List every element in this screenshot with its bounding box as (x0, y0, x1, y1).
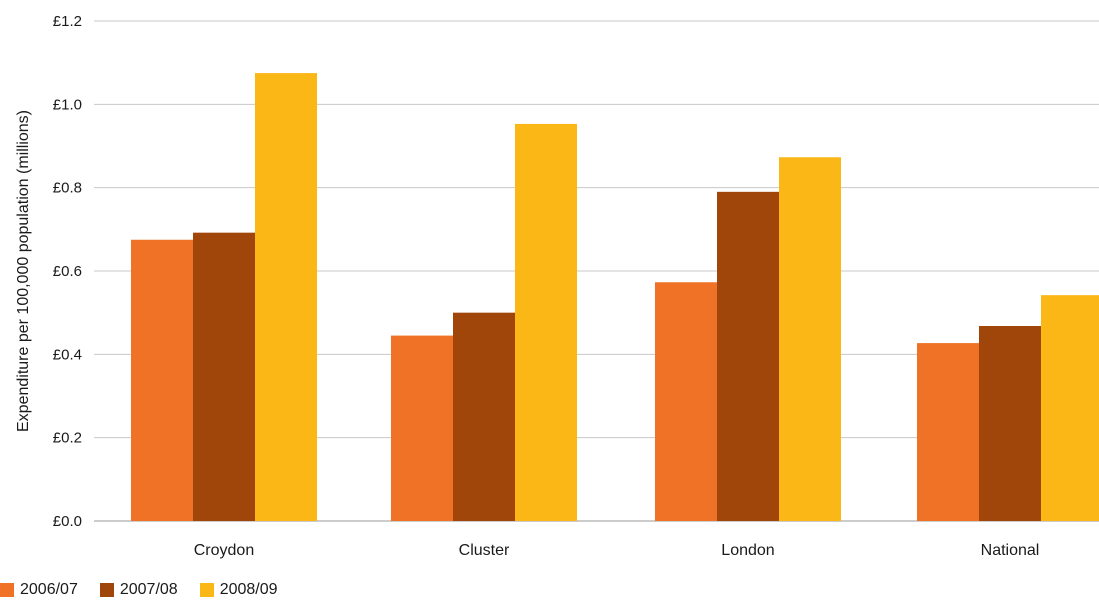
legend-swatch (0, 583, 14, 597)
x-category-label: Croydon (194, 542, 254, 559)
bar-croydon-2008-09 (255, 73, 317, 521)
bar-cluster-2007-08 (453, 312, 515, 521)
legend-item: 2007/08 (99, 581, 178, 599)
x-axis-labels: Croydon Cluster London National (194, 542, 1040, 559)
legend-swatch (99, 583, 114, 597)
legend: 2006/07 2007/08 2008/09 (0, 581, 300, 599)
x-category-label: London (721, 542, 774, 559)
legend-swatch (199, 583, 214, 597)
y-tick-label: £1.2 (53, 13, 82, 30)
bar-national-2007-08 (979, 326, 1041, 521)
bar-croydon-2007-08 (193, 232, 255, 521)
y-tick-label: £0.0 (53, 513, 82, 530)
y-axis-title: Expenditure per 100,000 population (mill… (15, 110, 32, 432)
bar-london-2008-09 (779, 157, 841, 521)
legend-item: 2008/09 (199, 581, 278, 599)
bars (131, 73, 1099, 522)
bar-cluster-2008-09 (515, 123, 577, 522)
y-tick-label: £0.8 (53, 180, 82, 197)
bar-london-2007-08 (717, 191, 779, 522)
bar-london-2006-07 (655, 282, 717, 521)
bar-cluster-2006-07 (391, 335, 453, 521)
bar-national-2008-09 (1041, 295, 1099, 521)
legend-item: 2006/07 (0, 581, 78, 599)
x-category-label: National (981, 542, 1040, 559)
y-tick-label: £0.6 (53, 263, 82, 280)
legend-label: 2008/09 (219, 581, 278, 598)
legend-label: 2007/08 (119, 581, 178, 598)
legend-label: 2006/07 (20, 581, 78, 598)
y-axis-ticks: £0.0 £0.2 £0.4 £0.6 £0.8 £1.0 £1.2 (53, 13, 82, 530)
bar-croydon-2006-07 (131, 239, 193, 521)
y-tick-label: £0.2 (53, 430, 82, 447)
x-category-label: Cluster (459, 542, 510, 559)
y-tick-label: £1.0 (53, 96, 82, 113)
bar-national-2006-07 (917, 343, 979, 521)
y-tick-label: £0.4 (53, 346, 82, 363)
